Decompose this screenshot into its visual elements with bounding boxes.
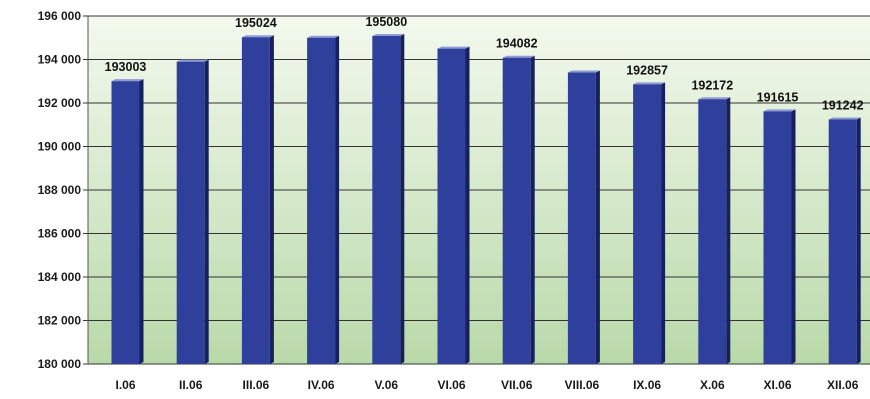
bar-top [372,34,405,37]
bar [633,82,666,364]
bar-top [307,35,340,38]
bar-top [502,55,535,58]
data-label: 195080 [365,15,407,29]
bar-top [437,46,470,49]
bar-front [567,72,596,365]
x-tick-label: XII.06 [827,378,859,392]
bar-front [307,37,336,364]
bar-front [633,84,662,364]
y-tick-label: 186 000 [38,227,82,241]
bar-front [437,48,466,364]
bars [111,34,861,365]
x-tick-label: IX.06 [633,378,661,392]
y-tick-label: 196 000 [38,9,82,23]
y-tick-label: 184 000 [38,270,82,284]
bar-side [400,34,405,364]
bar-front [828,119,857,364]
data-label: 192857 [626,63,668,77]
bar-top [111,79,144,82]
y-tick-label: 192 000 [38,96,82,110]
data-label: 191242 [822,98,864,112]
bar-top [828,117,861,120]
bar-side [726,97,731,364]
x-tick-label: X.06 [700,378,725,392]
y-tick-label: 188 000 [38,183,82,197]
bar-front [241,37,270,365]
x-tick-label: I.06 [115,378,135,392]
x-tick-label: VI.06 [437,378,465,392]
data-label: 191615 [757,90,799,104]
bar-front [176,61,205,365]
bar-top [763,109,796,112]
bar-side [335,35,340,364]
bar-side [791,109,796,364]
bar-side [465,46,470,364]
bar-side [595,70,600,365]
bar [698,97,731,364]
data-label: 194082 [496,37,538,51]
bar-side [530,55,535,365]
bar-top [567,70,600,73]
x-tick-label: III.06 [243,378,270,392]
gridlines [88,15,870,365]
x-tick-label: VII.06 [501,378,533,392]
y-tick-label: 180 000 [38,357,82,371]
y-axis: 180 000 182 000 184 000 186 000 188 000 190 0… [38,9,89,371]
bar-front [502,57,531,365]
bar [307,35,340,364]
bar-side [856,117,861,364]
x-tick-label: II.06 [179,378,203,392]
bar-top [241,35,274,38]
x-tick-label: IV.06 [308,378,335,392]
bar-front [763,111,792,364]
data-labels: 193003 195024 195080 194082 192857 192172 1916… [105,15,864,112]
x-tick-label: V.06 [375,378,399,392]
y-tick-label: 182 000 [38,314,82,328]
bar-side [204,59,209,365]
bar [502,55,535,365]
x-axis: I.06 II.06 III.06 IV.06 V.06 VI.06 VII.06 VIII.… [115,378,858,392]
bar [241,35,274,365]
bar [567,70,600,365]
bar-front [111,81,140,364]
bar [176,59,209,365]
x-tick-label: VIII.06 [565,378,600,392]
bar-side [269,35,274,365]
data-label: 195024 [235,16,277,30]
bar-front [372,36,401,364]
bar [372,34,405,364]
data-label: 192172 [691,78,733,92]
bar-side [661,82,666,364]
y-tick-label: 194 000 [38,53,82,67]
bar-top [633,82,666,85]
data-label: 193003 [105,60,147,74]
bar-top [176,59,209,62]
bar-front [698,99,727,364]
y-tick-label: 190 000 [38,140,82,154]
bar [763,109,796,364]
bar-side [139,79,144,364]
bar [828,117,861,364]
bar [437,46,470,364]
bar-top [698,97,731,100]
bar [111,79,144,364]
x-tick-label: XI.06 [763,378,791,392]
